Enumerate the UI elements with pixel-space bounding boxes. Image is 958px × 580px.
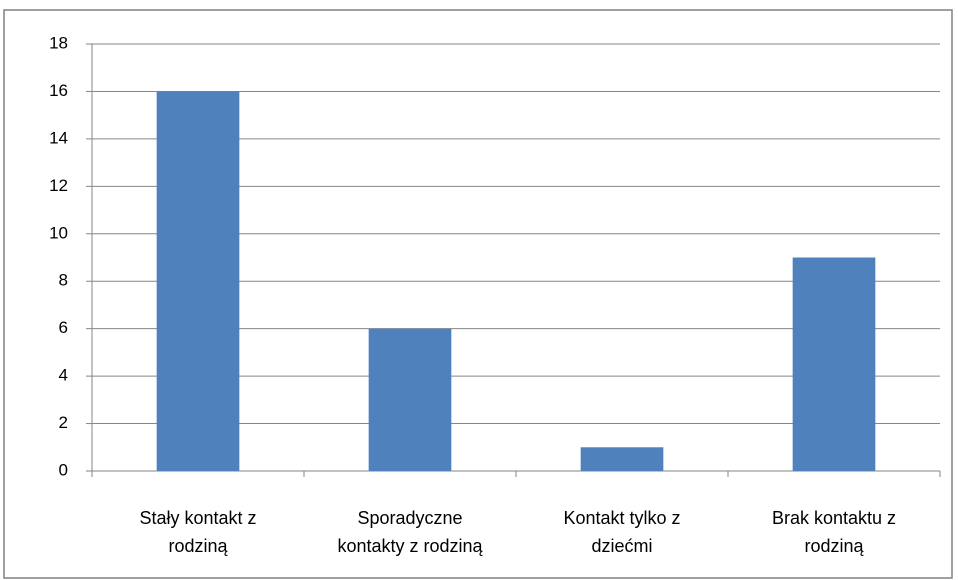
y-tick-label: 10 bbox=[49, 223, 68, 242]
bar bbox=[156, 91, 240, 471]
y-tick-label: 6 bbox=[59, 318, 68, 337]
y-tick-label: 16 bbox=[49, 81, 68, 100]
y-tick-label: 8 bbox=[59, 271, 68, 290]
bar bbox=[368, 328, 452, 471]
bar bbox=[792, 257, 876, 471]
x-tick-label: Kontakt tylko z dziećmi bbox=[563, 508, 681, 556]
bar bbox=[580, 447, 664, 471]
y-tick-label: 14 bbox=[49, 128, 68, 147]
x-tick-label: Sporadyczne kontakty z rodziną bbox=[337, 508, 483, 556]
y-tick-label: 4 bbox=[59, 366, 68, 385]
chart-frame bbox=[3, 9, 953, 579]
y-tick-label: 12 bbox=[49, 176, 68, 195]
y-tick-label: 2 bbox=[59, 413, 68, 432]
x-tick-label: Stały kontakt z rodziną bbox=[139, 508, 257, 556]
x-tick-label: Brak kontaktu z rodziną bbox=[771, 508, 897, 556]
y-tick-label: 18 bbox=[49, 33, 68, 52]
y-tick-label: 0 bbox=[59, 460, 68, 479]
